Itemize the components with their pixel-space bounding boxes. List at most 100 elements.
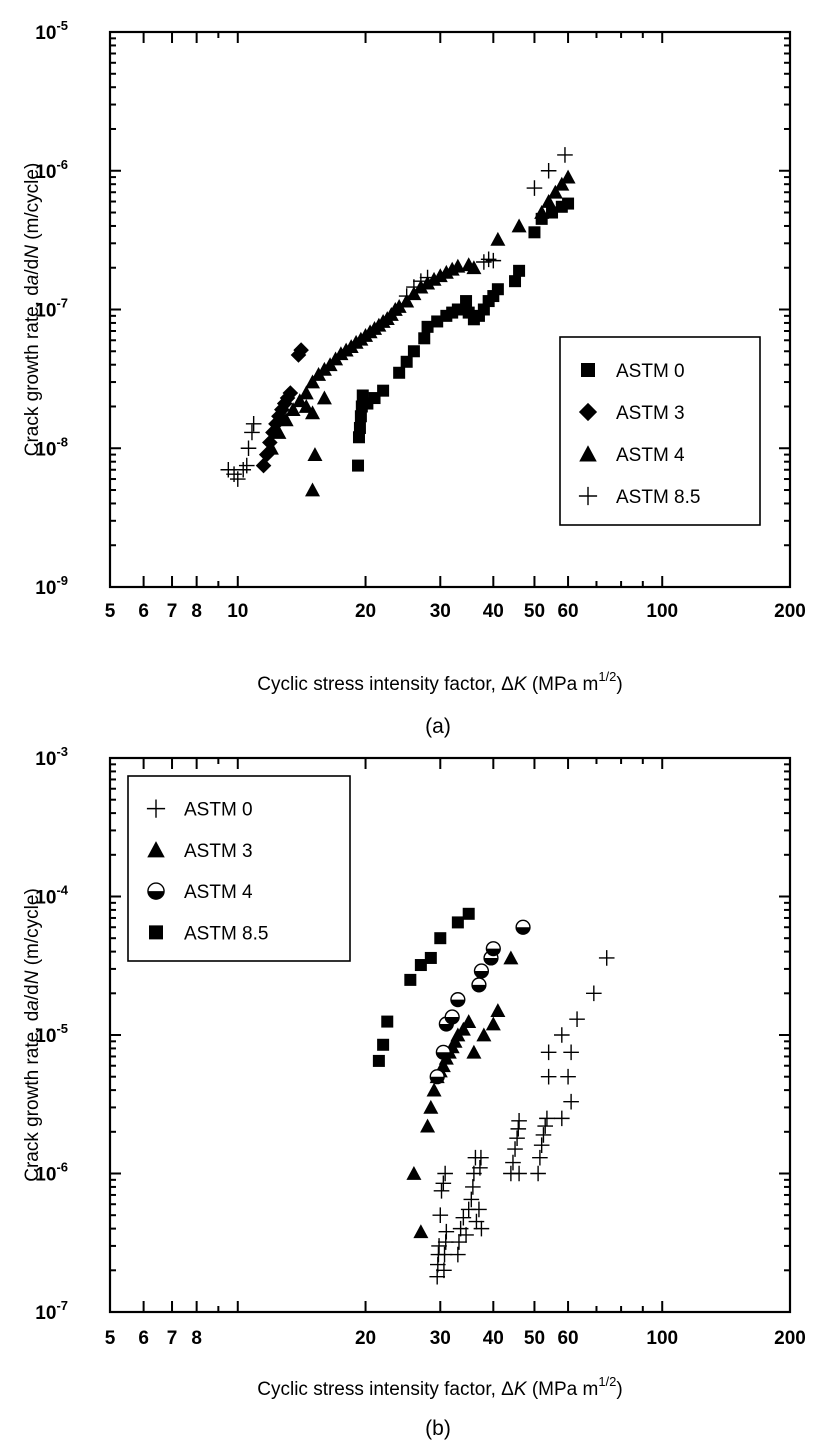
data-point [547,184,563,199]
data-point [560,1068,576,1085]
x-tick-label: 6 [138,601,149,622]
data-point [377,384,390,397]
legend-label: ASTM 0 [616,361,685,382]
data-point [418,332,431,345]
data-point [540,162,557,179]
data-point [533,1137,550,1154]
data-point [305,374,321,389]
x-tick-label: 200 [774,601,806,622]
data-point [444,1009,460,1025]
data-point [429,1069,445,1085]
series-astm-8-5 [220,147,573,487]
legend: ASTM 0 ASTM 3 ASTM 4 ASTM 8.5 [559,336,761,526]
legend-label: ASTM 3 [616,403,685,424]
data-point [316,390,332,405]
x-tick-label: 100 [646,601,678,622]
data-point [352,431,365,444]
data-point [540,1044,557,1061]
data-point [434,932,447,945]
data-point [426,271,442,286]
data-point [511,1113,527,1129]
data-point [472,1159,488,1176]
y-ticks [110,31,790,588]
data-point [393,366,406,379]
x-tick-label: 30 [430,601,451,622]
data-point [451,916,464,929]
legend-label: ASTM 4 [616,445,685,466]
data-point [554,1027,570,1043]
data-point [307,447,323,461]
data-point [509,275,522,288]
x-axis-title: Cyclic stress intensity factor, ΔK (MPa … [257,1374,622,1400]
data-point [546,206,559,219]
data-point [535,1127,552,1143]
data-point [563,1044,579,1061]
data-point [413,1224,429,1239]
series-astm-0 [429,950,615,1285]
legend-marker [146,799,166,818]
data-point [557,147,573,163]
data-point [377,1038,390,1051]
data-point [435,1058,451,1073]
data-point [569,1011,585,1028]
data-point [406,1166,422,1180]
data-point [460,295,473,308]
data-point [511,218,527,233]
x-tick-label: 6 [138,1328,149,1349]
series-astm-4 [429,919,531,1085]
data-point [413,273,429,289]
legend-label: ASTM 3 [184,841,253,862]
data-point [515,919,531,935]
x-tick-label: 60 [557,1328,578,1349]
y-tick-label: 10-3 [35,744,68,770]
data-point [279,390,296,406]
legend-marker [578,402,598,422]
x-tick-label: 20 [355,601,376,622]
data-point [435,1175,452,1192]
data-point [473,1149,489,1166]
x-tick-label: 7 [167,1328,178,1349]
data-point [562,197,575,210]
data-point [265,424,281,441]
y-tick-label: 10-7 [35,1298,68,1324]
data-point [436,1262,452,1279]
x-ticks [109,32,791,587]
legend: ASTM 0 ASTM 3 ASTM 4 ASTM 8.5 [127,775,351,962]
data-point [554,176,570,191]
data-point [450,1246,466,1263]
legend-marker [147,882,165,900]
data-point [432,1207,449,1223]
data-point [586,985,602,1002]
data-point [541,194,557,208]
data-point [540,1068,557,1085]
data-point [463,1191,480,1208]
data-point [563,1093,579,1110]
series-astm-3 [255,342,309,474]
data-point [511,1165,527,1182]
data-point [292,393,308,408]
data-point [455,1209,472,1226]
y-axis-title: Crack growth rate, da/dN (m/cycle) [22,888,43,1182]
data-point [513,264,526,277]
x-tick-label: 5 [105,1328,116,1349]
data-point [490,1003,506,1017]
data-point [436,1246,453,1263]
data-point [451,1234,467,1250]
legend-label: ASTM 0 [184,800,253,821]
y-tick-label: 10-6 [35,157,68,183]
data-point [435,1044,451,1060]
data-point [437,1165,453,1182]
data-point [438,1223,455,1240]
y-tick-label: 10-7 [35,296,68,322]
data-point [391,299,407,313]
y-ticks [110,757,790,1313]
data-point [420,1118,436,1133]
data-point [255,457,272,474]
data-point [466,260,482,275]
data-point [473,1220,490,1237]
data-point [426,1082,442,1097]
x-tick-label: 10 [227,601,248,622]
data-point [400,355,413,368]
data-point [532,1149,548,1166]
